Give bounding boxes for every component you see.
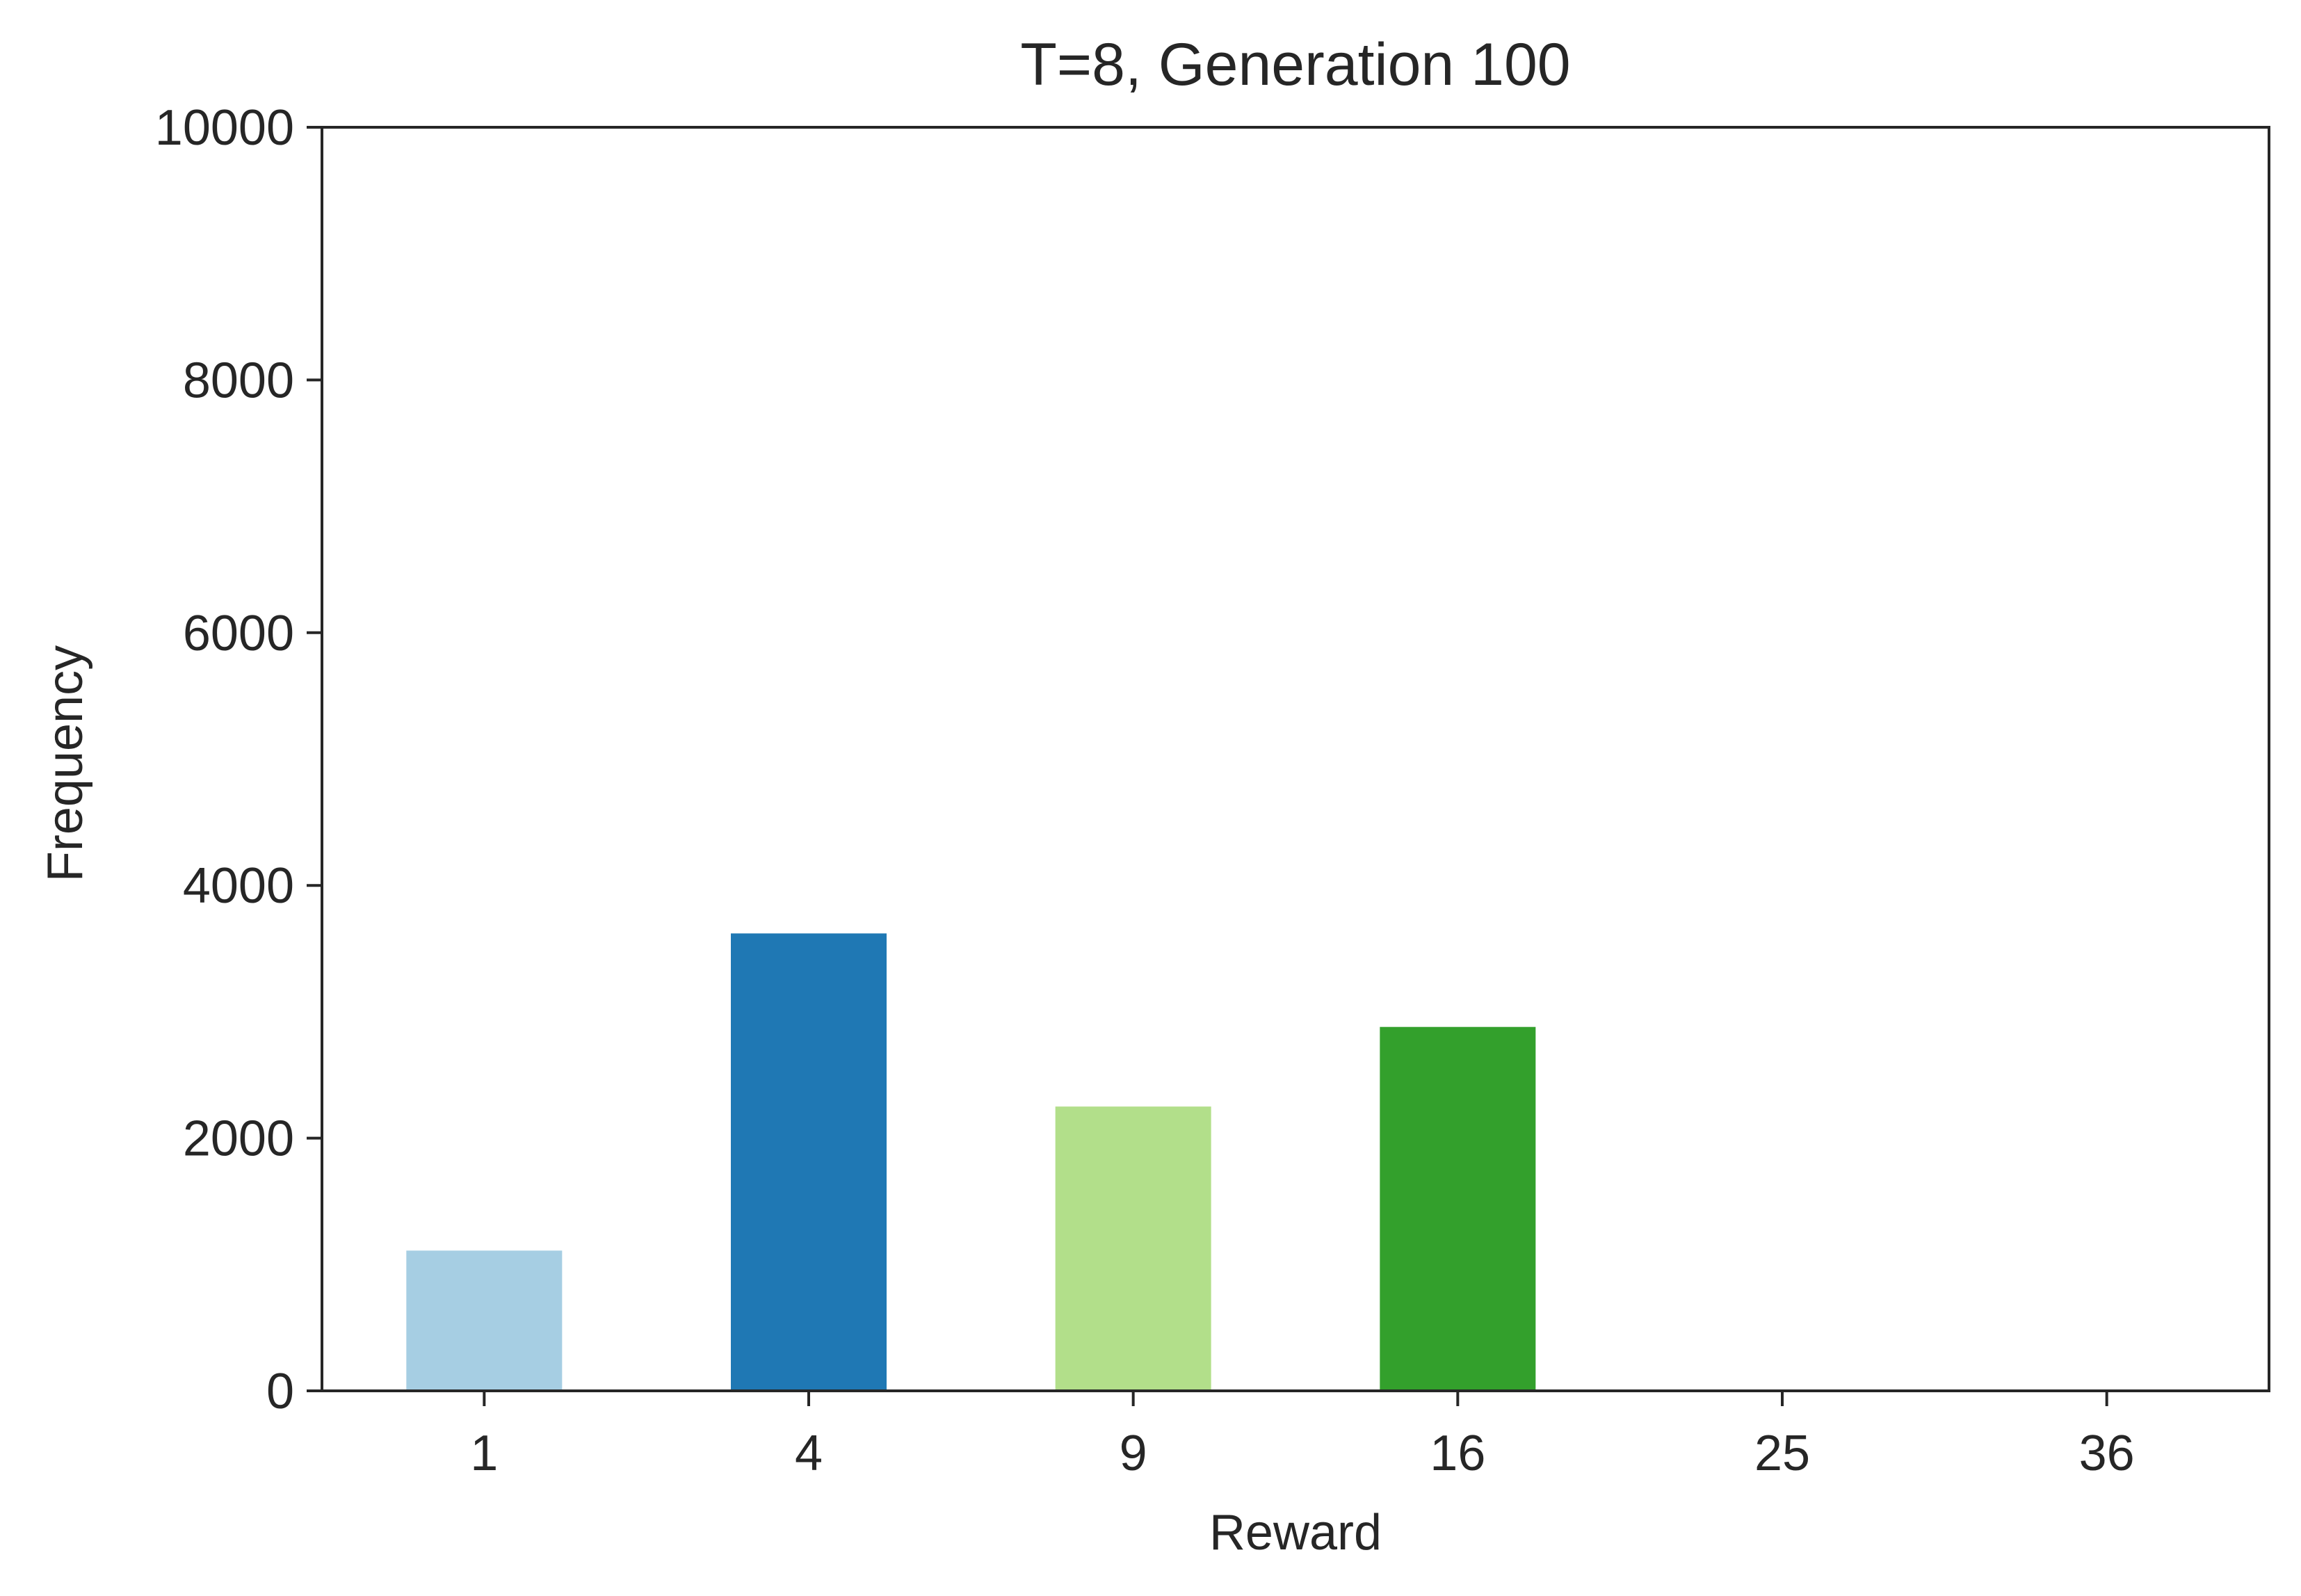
bars-group xyxy=(406,933,1536,1389)
y-axis-label: Frequency xyxy=(38,645,93,882)
y-tick-label: 0 xyxy=(266,1364,294,1419)
x-axis-label: Reward xyxy=(1209,1505,1382,1561)
y-axis-ticks: 0 2000 4000 6000 8000 10000 xyxy=(155,100,322,1419)
x-tick-label: 4 xyxy=(795,1426,823,1481)
y-tick-label: 8000 xyxy=(183,353,294,408)
y-tick-label: 2000 xyxy=(183,1111,294,1167)
plot-area-frame xyxy=(321,126,2270,1392)
chart-title: T=8, Generation 100 xyxy=(1020,31,1570,98)
bar-4 xyxy=(731,933,887,1389)
x-tick-label: 36 xyxy=(2079,1426,2135,1481)
y-tick-label: 4000 xyxy=(183,858,294,914)
x-tick-label: 25 xyxy=(1754,1426,1810,1481)
x-axis-ticks: 1 4 9 16 25 36 xyxy=(470,1391,2135,1481)
y-tick-label: 10000 xyxy=(155,100,294,156)
y-tick-label: 6000 xyxy=(183,606,294,661)
x-tick-label: 9 xyxy=(1120,1426,1147,1481)
bar-16 xyxy=(1380,1026,1536,1389)
bar-1 xyxy=(406,1250,563,1389)
bar-9 xyxy=(1055,1106,1211,1389)
x-tick-label: 16 xyxy=(1430,1426,1485,1481)
x-tick-label: 1 xyxy=(470,1426,498,1481)
